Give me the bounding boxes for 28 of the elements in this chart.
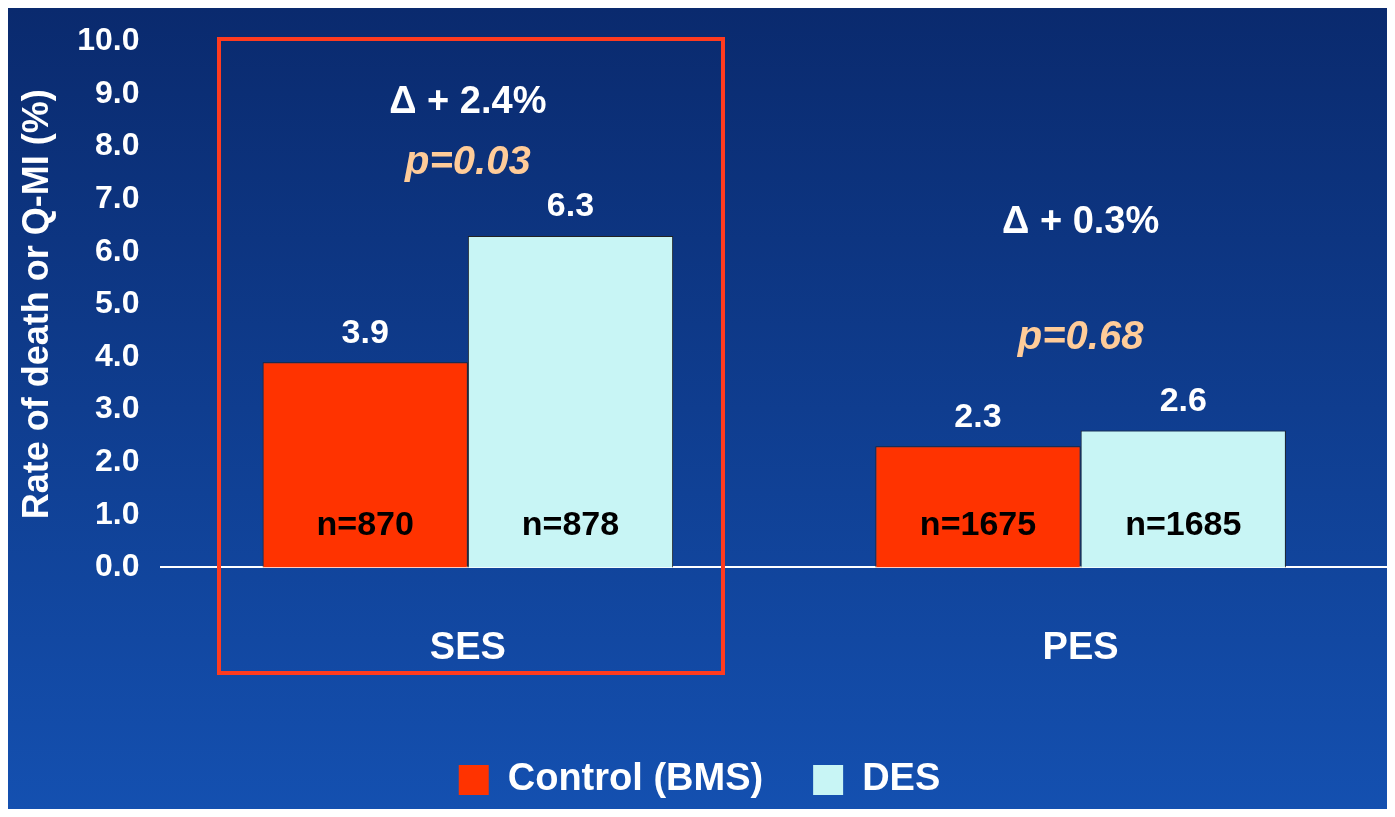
annotation: n=1675 <box>919 503 1037 542</box>
y-axis-title: Rate of death or Q-MI (%) <box>14 89 56 520</box>
annotation: n=878 <box>521 503 620 542</box>
data-label: 3.9 <box>341 311 389 350</box>
y-tick-label: 5.0 <box>95 284 140 321</box>
data-label: 6.3 <box>546 185 595 224</box>
y-tick-label: 6.0 <box>95 231 140 268</box>
legend-label: DES <box>862 756 941 799</box>
y-tick-label: 8.0 <box>95 126 140 163</box>
annotation: Δ + 2.4% <box>389 79 547 122</box>
x-tick-label: PES <box>1042 624 1119 667</box>
annotation: n=870 <box>316 503 414 542</box>
annotation: p=0.68 <box>1016 313 1145 358</box>
y-tick-label: 4.0 <box>95 336 140 373</box>
y-tick-label: 9.0 <box>95 73 140 110</box>
y-tick-label: 10.0 <box>77 21 140 58</box>
data-label: 2.6 <box>1159 379 1207 418</box>
data-label: 2.3 <box>954 395 1002 434</box>
y-tick-label: 1.0 <box>95 494 140 531</box>
y-tick-label: 3.0 <box>95 389 140 426</box>
annotation: p=0.03 <box>404 138 531 183</box>
y-tick-label: 0.0 <box>95 547 140 584</box>
y-tick-label: 7.0 <box>95 178 140 215</box>
annotation: Δ + 0.3% <box>1002 199 1160 242</box>
legend-label: Control (BMS) <box>507 756 764 799</box>
y-tick-label: 2.0 <box>95 441 140 478</box>
x-tick-label: SES <box>429 624 506 667</box>
annotation: n=1685 <box>1125 503 1242 542</box>
